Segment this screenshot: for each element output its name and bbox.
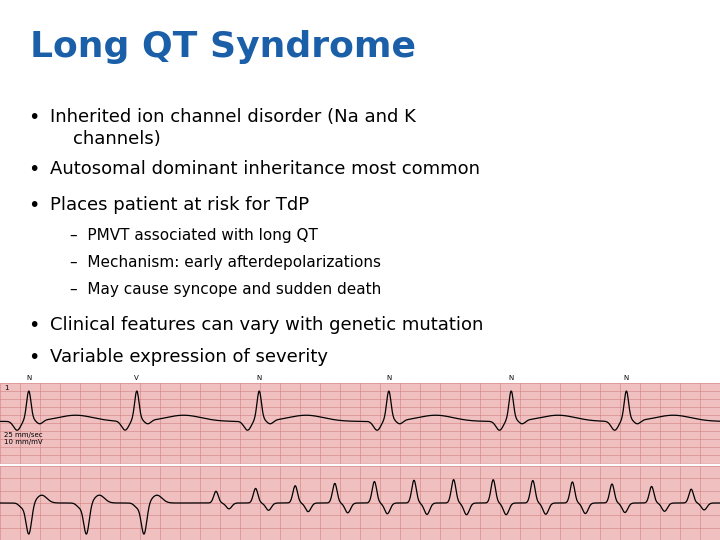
Text: –  Mechanism: early afterdepolarizations: – Mechanism: early afterdepolarizations	[70, 255, 381, 270]
Text: –  PMVT associated with long QT: – PMVT associated with long QT	[70, 228, 318, 243]
Text: Variable expression of severity: Variable expression of severity	[50, 348, 328, 366]
Text: •: •	[28, 108, 40, 127]
Text: –  May cause syncope and sudden death: – May cause syncope and sudden death	[70, 282, 382, 297]
Text: Inherited ion channel disorder (Na and K: Inherited ion channel disorder (Na and K	[50, 108, 416, 126]
Text: N: N	[386, 375, 392, 381]
Text: Clinical features can vary with genetic mutation: Clinical features can vary with genetic …	[50, 316, 483, 334]
Text: Long QT Syndrome: Long QT Syndrome	[30, 30, 416, 64]
Text: N: N	[26, 375, 32, 381]
Text: •: •	[28, 316, 40, 335]
Text: N: N	[624, 375, 629, 381]
Text: •: •	[28, 160, 40, 179]
Text: V: V	[135, 375, 139, 381]
Text: channels): channels)	[50, 130, 161, 148]
Bar	[0, 383, 720, 463]
Text: 25 mm/sec
10 mm/mV: 25 mm/sec 10 mm/mV	[4, 432, 42, 445]
Text: Autosomal dominant inheritance most common: Autosomal dominant inheritance most comm…	[50, 160, 480, 178]
Text: Places patient at risk for TdP: Places patient at risk for TdP	[50, 196, 309, 214]
Bar	[0, 466, 720, 540]
Text: 1: 1	[4, 385, 9, 391]
Text: N: N	[508, 375, 514, 381]
Text: •: •	[28, 196, 40, 215]
Text: N: N	[256, 375, 262, 381]
Text: •: •	[28, 348, 40, 367]
